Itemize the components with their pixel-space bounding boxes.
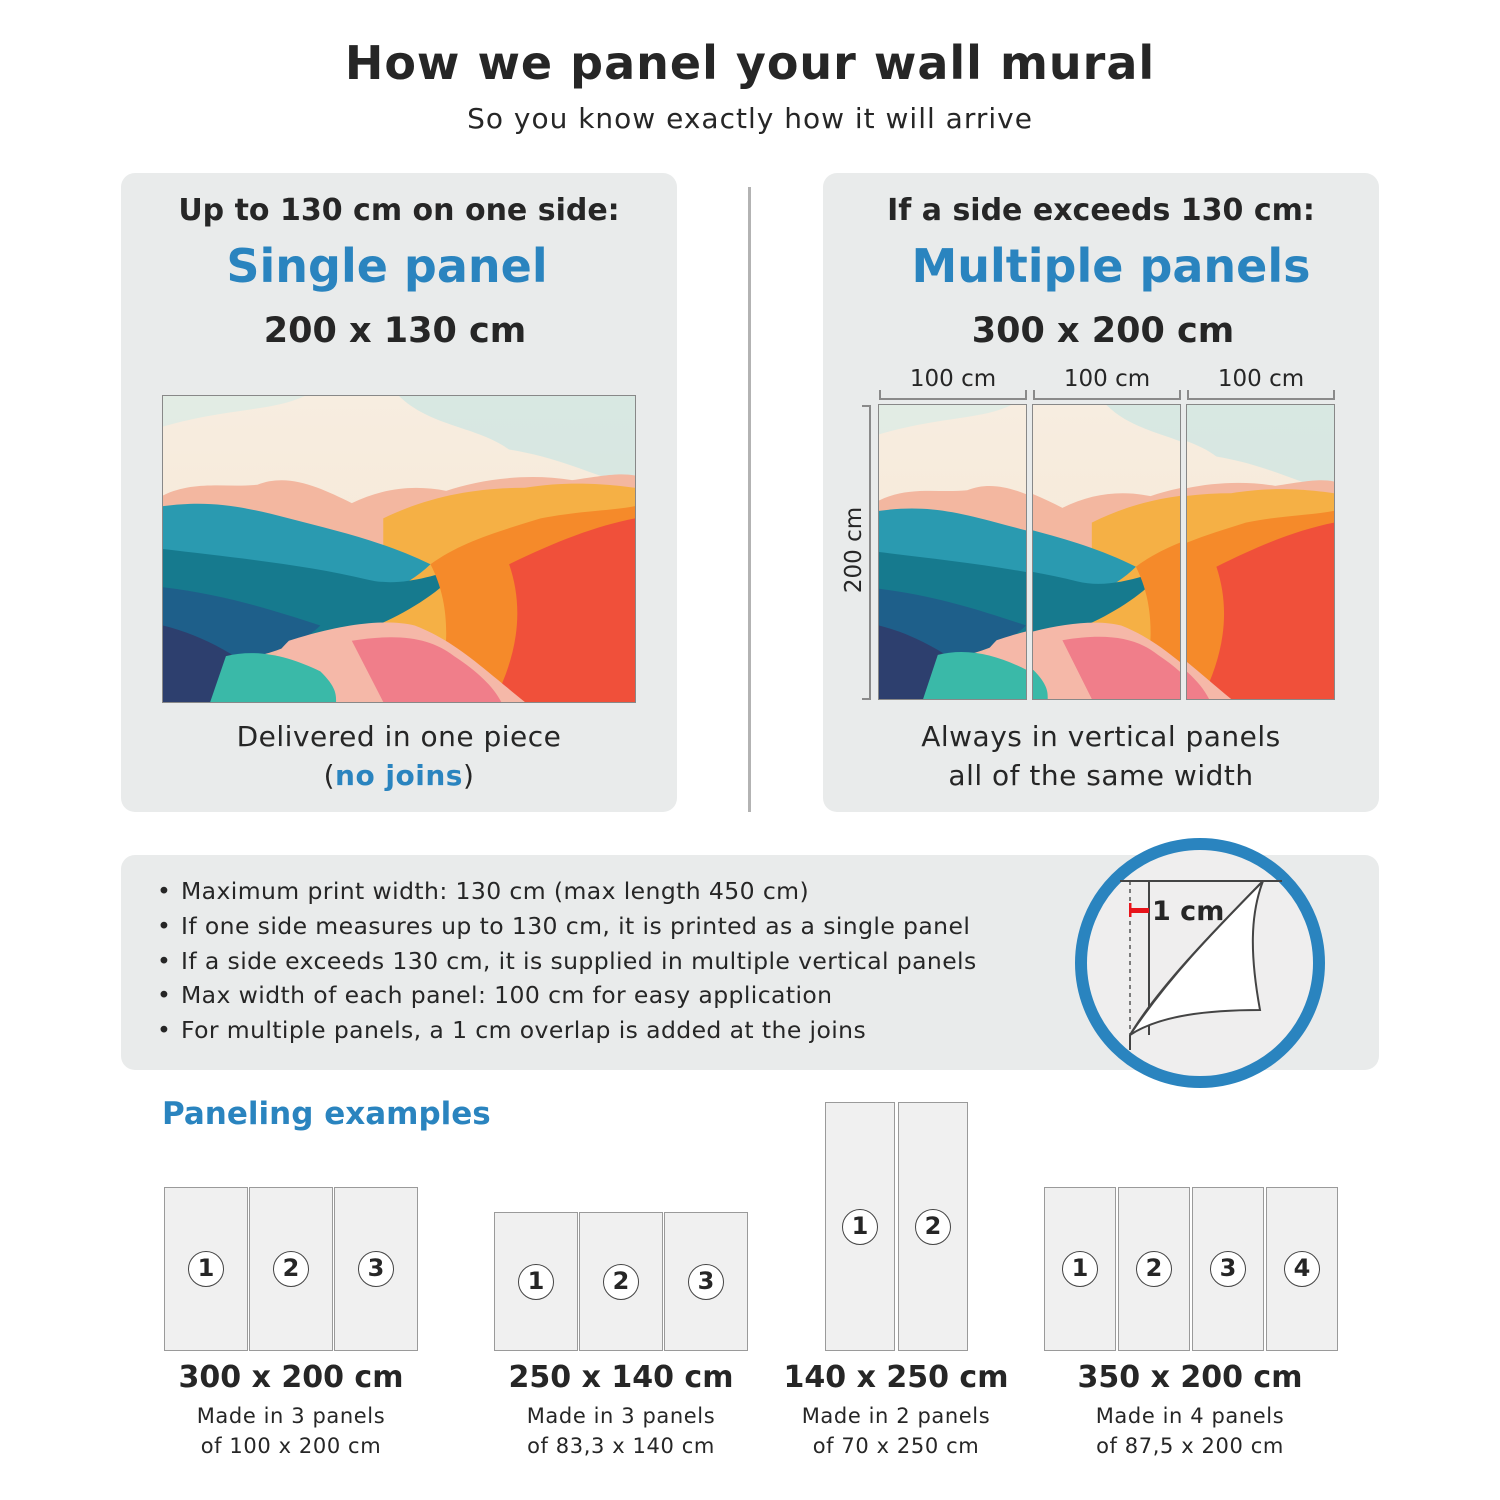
panel-number: 2 bbox=[915, 1208, 951, 1245]
panel-number: 3 bbox=[358, 1251, 394, 1287]
panel-width-label: 100 cm bbox=[1217, 366, 1305, 392]
divider bbox=[748, 187, 751, 812]
overlap-marker bbox=[1130, 908, 1149, 913]
info-bullet: If a side exceeds 130 cm, it is supplied… bbox=[157, 947, 977, 975]
info-bullet: Max width of each panel: 100 cm for easy… bbox=[157, 981, 832, 1009]
single-size: 200 x 130 cm bbox=[263, 311, 527, 351]
single-caption-line1: Delivered in one piece bbox=[236, 720, 562, 753]
example-panel: 1 bbox=[825, 1102, 895, 1351]
panel-number: 4 bbox=[1284, 1251, 1320, 1287]
example-panel: 3 bbox=[1192, 1187, 1264, 1351]
paren: ( bbox=[323, 759, 336, 792]
example-panel: 2 bbox=[1118, 1187, 1190, 1351]
example-size: 300 x 200 cm bbox=[178, 1360, 404, 1395]
example-size: 350 x 200 cm bbox=[1077, 1360, 1303, 1395]
example-panel: 1 bbox=[494, 1212, 578, 1351]
dimension-line bbox=[1033, 398, 1180, 400]
overlap-label: 1 cm bbox=[1152, 896, 1224, 927]
panel-number: 2 bbox=[273, 1251, 309, 1287]
single-caption-line2: (no joins) bbox=[121, 756, 677, 795]
mural-panel-1 bbox=[878, 404, 1027, 700]
dimension-line bbox=[1187, 398, 1334, 400]
example-panel: 4 bbox=[1266, 1187, 1338, 1351]
dimension-line bbox=[879, 398, 1026, 400]
multiple-title: Multiple panels bbox=[911, 239, 1311, 293]
paren: ) bbox=[462, 759, 475, 792]
example-line1: Made in 2 panels bbox=[801, 1404, 991, 1428]
panel-number: 1 bbox=[188, 1251, 224, 1287]
overlap-detail-illustration: 1 cm bbox=[1075, 838, 1325, 1088]
page-title: How we panel your wall mural bbox=[344, 36, 1156, 90]
example-line2: of 100 x 200 cm bbox=[200, 1434, 382, 1458]
panel-width-label: 100 cm bbox=[909, 366, 997, 392]
single-panel-card: Up to 130 cm on one side: Single panel 2… bbox=[121, 173, 677, 812]
mural-image bbox=[162, 395, 636, 703]
height-dimension-line bbox=[869, 405, 871, 700]
example-panel: 2 bbox=[249, 1187, 333, 1351]
example-line1: Made in 4 panels bbox=[1095, 1404, 1285, 1428]
example-size: 140 x 250 cm bbox=[783, 1360, 1009, 1395]
example-line2: of 87,5 x 200 cm bbox=[1096, 1434, 1284, 1458]
example-panel: 1 bbox=[1044, 1187, 1116, 1351]
single-heading: Up to 130 cm on one side: bbox=[178, 193, 620, 228]
panel-number: 1 bbox=[842, 1208, 878, 1245]
multiple-caption-line2: all of the same width bbox=[948, 759, 1254, 792]
example-line2: of 83,3 x 140 cm bbox=[527, 1434, 715, 1458]
info-bullet: For multiple panels, a 1 cm overlap is a… bbox=[157, 1016, 866, 1044]
example-panel: 3 bbox=[334, 1187, 418, 1351]
mural-panel-3 bbox=[1186, 404, 1335, 700]
panel-number: 1 bbox=[518, 1263, 554, 1300]
example-panel: 1 bbox=[164, 1187, 248, 1351]
panel-number: 3 bbox=[1210, 1251, 1246, 1287]
single-title: Single panel bbox=[226, 239, 548, 293]
mural-panel-2 bbox=[1032, 404, 1181, 700]
multiple-size: 300 x 200 cm bbox=[971, 311, 1235, 351]
page-subtitle: So you know exactly how it will arrive bbox=[467, 102, 1033, 135]
panel-number: 2 bbox=[1136, 1251, 1172, 1287]
example-panel: 2 bbox=[898, 1102, 968, 1351]
example-panel: 3 bbox=[664, 1212, 748, 1351]
example-line1: Made in 3 panels bbox=[196, 1404, 386, 1428]
panel-number: 1 bbox=[1062, 1251, 1098, 1287]
panel-number: 2 bbox=[603, 1263, 639, 1300]
panel-width-label: 100 cm bbox=[1063, 366, 1151, 392]
example-line2: of 70 x 250 cm bbox=[812, 1434, 980, 1458]
multiple-caption: Always in vertical panels all of the sam… bbox=[823, 717, 1379, 795]
multiple-caption-line1: Always in vertical panels bbox=[921, 720, 1281, 753]
panel-number: 3 bbox=[688, 1263, 724, 1300]
info-bullet: Maximum print width: 130 cm (max length … bbox=[157, 877, 809, 905]
no-joins-highlight: no joins bbox=[335, 759, 463, 792]
multiple-heading: If a side exceeds 130 cm: bbox=[887, 193, 1315, 228]
example-panel: 2 bbox=[579, 1212, 663, 1351]
examples-heading: Paneling examples bbox=[162, 1096, 491, 1132]
height-label: 200 cm bbox=[841, 506, 867, 594]
example-line1: Made in 3 panels bbox=[526, 1404, 716, 1428]
example-size: 250 x 140 cm bbox=[508, 1360, 734, 1395]
info-bullet: If one side measures up to 130 cm, it is… bbox=[157, 912, 970, 940]
single-caption: Delivered in one piece (no joins) bbox=[121, 717, 677, 795]
